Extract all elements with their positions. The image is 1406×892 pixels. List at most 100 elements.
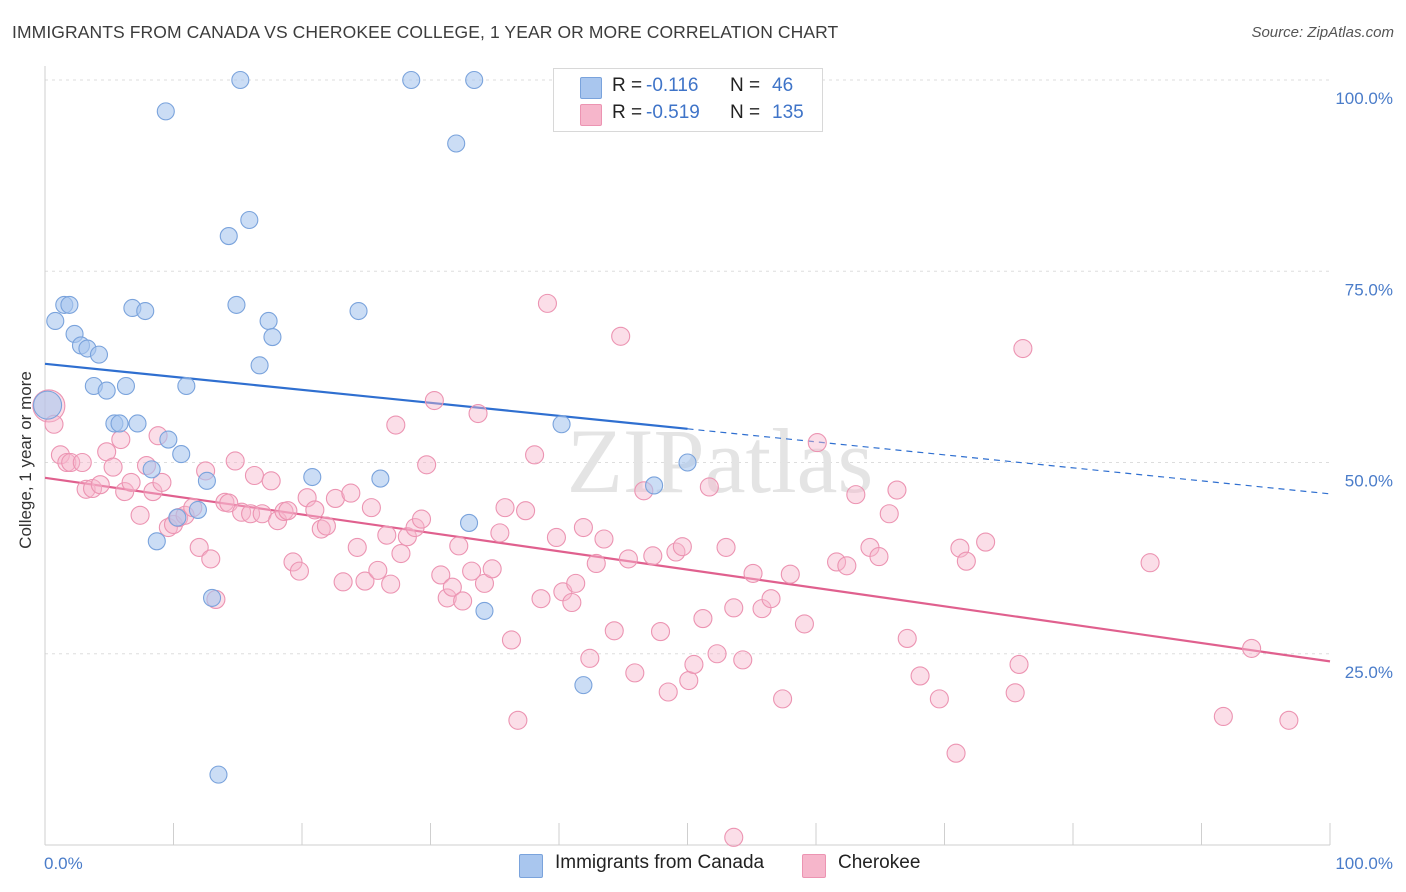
canada-point	[188, 500, 207, 519]
cherokee-point	[724, 598, 744, 618]
cherokee-point	[225, 451, 245, 471]
cherokee-point	[311, 519, 331, 539]
cherokee-point	[495, 498, 515, 518]
cherokee-point	[869, 547, 889, 567]
cherokee-point	[525, 445, 545, 465]
gridlines	[45, 79, 1330, 655]
canada-point	[116, 376, 136, 396]
cherokee-point	[333, 572, 353, 592]
cherokee-point	[604, 621, 624, 641]
cherokee-point	[618, 549, 638, 569]
cherokee-point	[566, 573, 586, 593]
cherokee-point	[643, 546, 663, 566]
cherokee-point	[61, 452, 81, 473]
cherokee-point	[827, 552, 847, 572]
canada-point	[219, 227, 238, 246]
cherokee-point	[462, 561, 482, 581]
cherokee-point	[130, 505, 150, 525]
cherokee-point	[573, 517, 593, 538]
cherokee-point	[707, 644, 727, 664]
canada-point	[231, 70, 250, 90]
canada-point	[447, 134, 466, 153]
canada-point	[371, 469, 390, 488]
cherokee-point	[431, 565, 451, 585]
canada-trend-line	[44, 362, 688, 430]
canada-point	[168, 508, 187, 527]
cherokee-point	[693, 609, 713, 629]
cherokee-point	[368, 560, 388, 580]
cherokee-point	[424, 390, 444, 411]
stats-box: R = -0.116 N = 46 R = -0.519 N = 135	[553, 68, 823, 132]
r-label: R =	[612, 75, 643, 96]
cherokee-point	[562, 592, 582, 613]
canada-point	[46, 311, 65, 331]
cherokee-point	[508, 710, 528, 730]
cherokee-point	[761, 589, 781, 609]
cherokee-point	[437, 588, 457, 608]
canada-point	[402, 70, 421, 90]
n-label: N =	[730, 102, 761, 123]
canada-point	[60, 295, 79, 314]
cherokee-point	[658, 682, 678, 702]
cherokee-point	[381, 574, 401, 594]
cherokee-point	[72, 452, 92, 473]
cherokee-point	[773, 689, 793, 709]
source-label: Source: ZipAtlas.com	[1251, 24, 1394, 41]
canada-point	[263, 327, 282, 347]
r-value: -0.116	[646, 75, 699, 96]
cherokee-point	[1279, 710, 1299, 730]
cherokee-point	[325, 488, 345, 509]
canada-point	[177, 376, 196, 396]
cherokee-point	[929, 689, 949, 709]
legend-label: Cherokee	[838, 852, 921, 873]
cherokee-point	[449, 536, 469, 556]
cherokee-point	[531, 589, 551, 609]
y-tick-label: 25.0%	[1345, 663, 1393, 682]
cherokee-point	[897, 628, 917, 649]
canada-point	[97, 381, 116, 400]
n-value: 135	[772, 102, 804, 123]
cherokee-point	[625, 663, 645, 683]
cherokee-point	[111, 429, 131, 450]
canada-point	[203, 588, 222, 607]
canada-points	[33, 70, 697, 784]
canada-legend-swatch	[519, 854, 543, 878]
cherokee-point	[666, 542, 686, 562]
cherokee-points	[32, 293, 1299, 847]
canada-point	[303, 467, 322, 487]
y-tick-label: 100.0%	[1335, 89, 1393, 108]
r-label: R =	[612, 102, 643, 123]
cherokee-point	[453, 591, 473, 611]
cherokee-point	[537, 293, 557, 313]
cherokee-point	[946, 743, 966, 763]
cherokee-point	[417, 455, 437, 475]
canada-point	[240, 210, 259, 230]
cherokee-point	[611, 326, 631, 346]
canada-point	[574, 676, 593, 695]
canada-point	[197, 471, 216, 490]
cherokee-trend-line	[44, 476, 1331, 663]
canada-point	[349, 301, 368, 321]
legend-label: Immigrants from Canada	[555, 852, 765, 873]
canada-point	[147, 532, 166, 551]
cherokee-point	[716, 537, 736, 557]
cherokee-point	[278, 501, 298, 521]
cherokee-point	[1242, 638, 1262, 658]
canada-point	[475, 601, 494, 620]
cherokee-point	[386, 415, 406, 435]
cherokee-point	[679, 670, 699, 691]
canada-point	[142, 460, 161, 479]
canada-point	[250, 356, 269, 375]
n-value: 46	[772, 75, 794, 96]
cherokee-point	[846, 485, 866, 505]
cherokee-point	[650, 622, 671, 642]
cherokee-point	[482, 559, 502, 579]
canada-point	[110, 414, 129, 433]
n-label: N =	[730, 75, 761, 96]
cherokee-point	[1213, 706, 1233, 727]
cherokee-point	[121, 472, 141, 492]
x-tick-label: 0.0%	[44, 854, 83, 873]
cherokee-point	[490, 523, 510, 543]
cherokee-point	[305, 500, 325, 520]
cherokee-point	[189, 537, 209, 557]
